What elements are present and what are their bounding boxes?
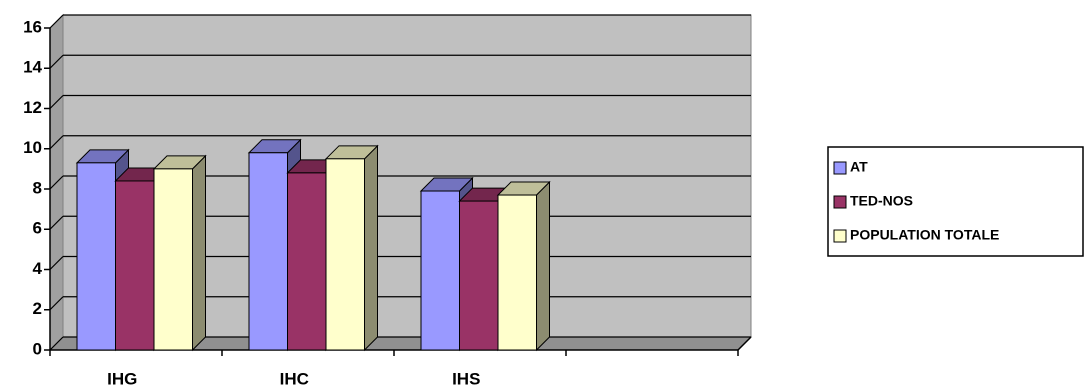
- bar: [115, 180, 155, 351]
- grid-line: [49, 54, 64, 69]
- y-tick-label: 2: [33, 299, 42, 318]
- x-tick-label: IHC: [280, 369, 309, 388]
- bar-side: [536, 180, 550, 352]
- legend-label: POPULATION TOTALE: [850, 227, 999, 243]
- legend-label: AT: [850, 159, 868, 175]
- legend-swatch: [833, 195, 847, 209]
- bar-side: [364, 144, 378, 352]
- y-tick-label: 12: [23, 98, 42, 117]
- y-tick-label: 10: [23, 138, 42, 157]
- bar-side: [192, 154, 206, 352]
- x-tick-label: IHG: [107, 369, 137, 388]
- y-tick-label: 4: [33, 259, 43, 278]
- bar: [76, 162, 116, 351]
- bar: [497, 194, 537, 351]
- legend-box: [827, 146, 1084, 257]
- grid-line: [49, 215, 64, 230]
- grid-line: [49, 296, 64, 311]
- grid-line: [49, 14, 64, 29]
- x-axis: [737, 336, 752, 351]
- x-tick-label: IHS: [452, 369, 480, 388]
- legend-swatch: [833, 229, 847, 243]
- y-tick-label: 14: [23, 58, 42, 77]
- grid-line: [49, 175, 64, 190]
- legend-swatch: [833, 161, 847, 175]
- y-tick-label: 8: [33, 178, 42, 197]
- grid-line: [49, 336, 64, 351]
- grid-line: [49, 95, 64, 109]
- y-tick-label: 6: [33, 219, 42, 238]
- y-tick-label: 16: [23, 17, 42, 36]
- bar: [153, 168, 193, 351]
- bar: [325, 158, 365, 351]
- bar: [459, 200, 499, 351]
- grid-line: [49, 256, 64, 270]
- bar: [420, 190, 460, 351]
- bar: [248, 152, 288, 351]
- legend-label: TED-NOS: [850, 193, 913, 209]
- y-tick-label: 0: [33, 339, 42, 358]
- bar: [287, 172, 327, 351]
- grid-line: [49, 135, 64, 150]
